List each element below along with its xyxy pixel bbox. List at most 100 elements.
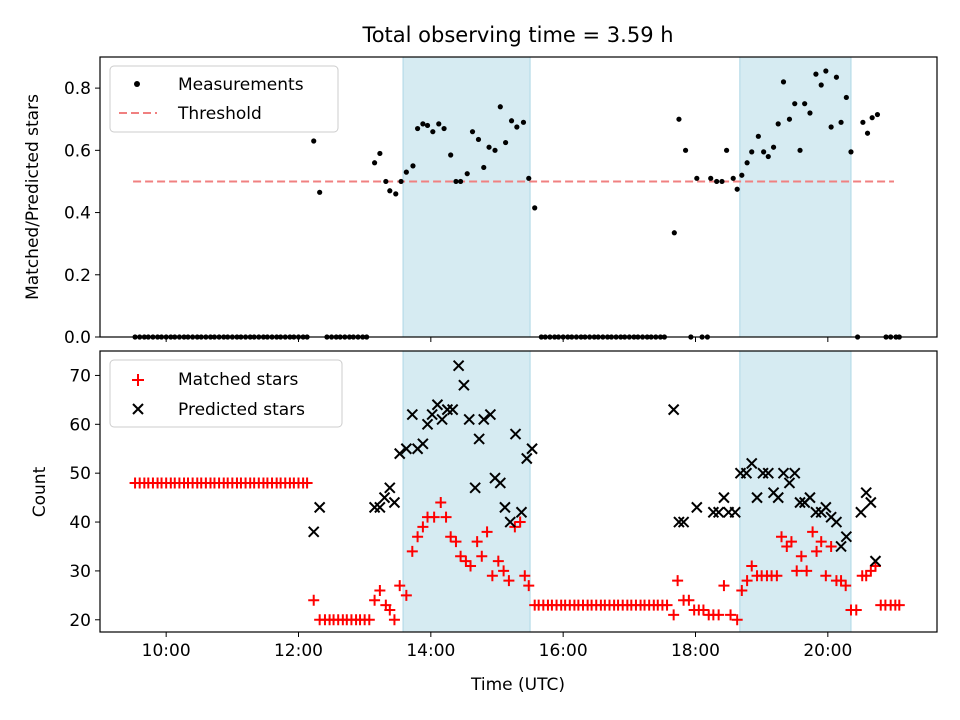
point-matched-stars-145	[825, 540, 837, 552]
x-tick-label-3: 16:00	[539, 641, 588, 661]
shaded-interval-1	[739, 56, 852, 338]
point-measurements-67	[453, 178, 459, 185]
point-predicted-stars-0	[308, 526, 320, 538]
point-predicted-stars-43	[740, 467, 753, 479]
point-measurements-58	[403, 169, 409, 175]
point-measurements-120	[719, 178, 725, 185]
y-tick-label-0: 0.0	[64, 328, 91, 348]
point-predicted-stars-22	[473, 433, 485, 445]
point-measurements-137	[807, 110, 813, 116]
point-predicted-stars-15	[436, 413, 448, 426]
point-matched-stars-144	[820, 570, 832, 582]
point-measurements-134	[792, 101, 798, 107]
point-predicted-stars-6	[388, 496, 401, 509]
y-tick-label-2: 40	[69, 513, 91, 533]
point-predicted-stars-17	[446, 403, 459, 416]
point-measurements-73	[486, 144, 492, 150]
point-measurements-139	[818, 82, 824, 88]
legend-label-predicted: Predicted stars	[178, 400, 305, 420]
point-measurements-141	[828, 124, 834, 130]
point-matched-stars-127	[736, 584, 748, 596]
point-predicted-stars-38	[712, 506, 725, 518]
x-tick-label-2: 14:00	[406, 641, 455, 661]
point-measurements-142	[833, 74, 840, 80]
point-predicted-stars-29	[509, 428, 522, 440]
x-tick-label-4: 18:00	[671, 641, 720, 661]
point-matched-stars-143	[815, 536, 827, 548]
point-matched-stars-61	[412, 531, 424, 543]
point-measurements-71	[475, 136, 482, 143]
y-tick-label-2: 0.4	[64, 204, 91, 224]
point-matched-stars-54	[374, 584, 386, 596]
point-predicted-stars-62	[840, 530, 853, 543]
point-matched-stars-81	[519, 570, 531, 582]
y-tick-label-5: 70	[69, 366, 91, 386]
point-matched-stars-40	[308, 594, 320, 606]
point-matched-stars-148	[840, 580, 852, 592]
point-matched-stars-72	[471, 536, 483, 548]
point-measurements-79	[520, 119, 527, 125]
point-predicted-stars-27	[499, 501, 511, 514]
point-measurements-61	[420, 121, 426, 127]
point-predicted-stars-36	[691, 501, 703, 514]
y-tick-label-3: 50	[69, 464, 91, 484]
point-matched-stars-137	[785, 536, 797, 548]
point-predicted-stars-41	[729, 506, 741, 518]
point-predicted-stars-53	[794, 496, 806, 509]
point-matched-stars-77	[498, 565, 510, 577]
point-predicted-stars-39	[718, 491, 730, 504]
point-matched-stars-76	[492, 555, 504, 567]
point-measurements-115	[694, 175, 700, 181]
point-predicted-stars-52	[789, 467, 801, 479]
point-matched-stars-138	[791, 565, 803, 577]
point-measurements-122	[730, 175, 736, 181]
point-predicted-stars-50	[777, 467, 790, 479]
point-measurements-54	[383, 178, 389, 185]
point-predicted-stars-64	[860, 487, 872, 499]
point-measurements-140	[823, 68, 829, 74]
point-measurements-138	[813, 71, 819, 77]
point-measurements-149	[869, 115, 875, 121]
point-measurements-62	[424, 122, 431, 129]
point-matched-stars-71	[465, 560, 477, 572]
point-predicted-stars-61	[835, 540, 847, 553]
point-predicted-stars-65	[865, 496, 877, 509]
point-measurements-78	[514, 124, 520, 130]
point-predicted-stars-35	[677, 516, 690, 528]
point-measurements-52	[371, 160, 378, 166]
point-measurements-147	[860, 119, 866, 125]
panel-ratio: 0.00.20.40.60.8 Matched/Predicted stars …	[23, 56, 938, 348]
y-tick-label-4: 0.8	[64, 79, 91, 99]
legend-marker-predicted	[132, 403, 144, 415]
point-measurements-150	[874, 111, 881, 118]
point-measurements-119	[714, 178, 720, 185]
legend-marker-matched	[132, 374, 144, 386]
point-measurements-135	[797, 147, 803, 153]
point-measurements-64	[436, 121, 442, 127]
point-matched-stars-52	[363, 614, 375, 626]
x-tick-label-1: 12:00	[274, 641, 323, 661]
x-tick-label-0: 10:00	[142, 641, 191, 661]
point-predicted-stars-19	[458, 379, 470, 391]
point-matched-stars-126	[731, 614, 743, 626]
point-measurements-77	[508, 118, 515, 124]
point-measurements-74	[492, 147, 498, 153]
y-tick-label-4: 60	[69, 415, 91, 435]
point-matched-stars-58	[394, 580, 406, 592]
legend-label-matched: Matched stars	[178, 370, 298, 390]
legend-box	[109, 65, 339, 133]
point-matched-stars-69	[455, 550, 467, 562]
point-measurements-81	[532, 205, 538, 211]
y-tick-label-1: 0.2	[64, 266, 91, 286]
legend-marker-measurements	[134, 81, 140, 87]
legend: Matched stars Predicted stars	[109, 359, 343, 428]
point-matched-stars-128	[741, 575, 753, 587]
point-matched-stars-39	[301, 477, 313, 489]
point-measurements-127	[755, 133, 761, 139]
point-predicted-stars-33	[667, 403, 680, 416]
point-measurements-70	[469, 129, 476, 135]
point-predicted-stars-20	[463, 413, 475, 426]
legend-label-measurements: Measurements	[178, 75, 304, 95]
point-measurements-144	[843, 94, 849, 101]
point-matched-stars-57	[388, 614, 400, 626]
